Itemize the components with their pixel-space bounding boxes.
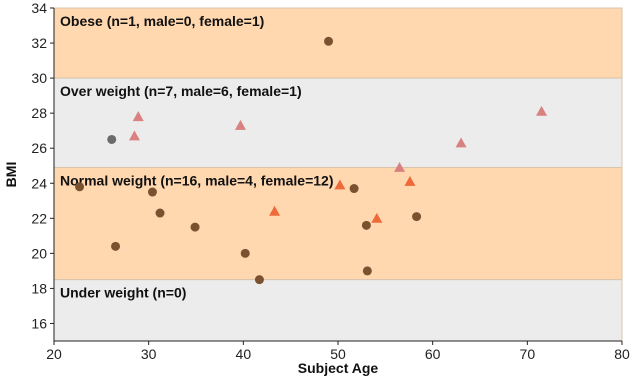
y-axis-title: BMI xyxy=(3,162,19,188)
data-point-circle xyxy=(362,266,372,276)
x-tick-label: 20 xyxy=(46,346,62,362)
data-point-circle xyxy=(107,134,117,144)
data-point-circle xyxy=(349,184,359,194)
x-tick-label: 30 xyxy=(141,346,157,362)
band-label: Under weight (n=0) xyxy=(60,285,186,301)
data-point-triangle xyxy=(334,179,346,190)
data-points xyxy=(75,36,548,285)
data-point-circle xyxy=(111,241,121,251)
data-point-triangle xyxy=(394,161,406,172)
data-point-triangle xyxy=(371,212,383,223)
data-point-circle xyxy=(155,208,165,218)
data-point-circle xyxy=(75,182,85,192)
x-tick-label: 40 xyxy=(236,346,252,362)
x-tick-label: 60 xyxy=(425,346,441,362)
bmi-band xyxy=(53,279,623,342)
y-tick-label: 30 xyxy=(31,70,47,86)
x-tick-label: 80 xyxy=(614,346,630,362)
data-point-circle xyxy=(324,36,334,46)
data-point-triangle xyxy=(269,205,281,216)
bmi-band xyxy=(53,7,623,79)
data-point-triangle xyxy=(234,119,246,130)
y-tick-label: 26 xyxy=(31,140,47,156)
y-tick-label: 24 xyxy=(31,175,47,191)
y-tick-label: 32 xyxy=(31,35,47,51)
data-point-circle xyxy=(147,187,157,197)
data-point-circle xyxy=(254,275,264,285)
data-point-circle xyxy=(190,222,200,232)
data-point-triangle xyxy=(132,111,144,122)
data-point-triangle xyxy=(536,105,548,116)
y-tick-label: 22 xyxy=(31,210,47,226)
bmi-bands: Obese (n=1, male=0, female=1) Over weight… xyxy=(53,7,623,342)
data-point-circle xyxy=(240,248,250,258)
y-tick-label: 20 xyxy=(31,245,47,261)
x-axis-title: Subject Age xyxy=(298,360,379,376)
x-tick-label: 50 xyxy=(330,346,346,362)
band-label: Obese (n=1, male=0, female=1) xyxy=(60,13,264,29)
y-tick-label: 18 xyxy=(31,280,47,296)
y-tick-label: 34 xyxy=(31,0,47,16)
x-tick-label: 70 xyxy=(520,346,536,362)
bmi-band xyxy=(53,77,623,168)
data-point-circle xyxy=(361,220,371,230)
data-point-triangle xyxy=(455,137,467,148)
y-tick-label: 16 xyxy=(31,315,47,331)
data-point-circle xyxy=(412,212,422,222)
band-label: Over weight (n=7, male=6, female=1) xyxy=(60,83,302,99)
y-tick-label: 28 xyxy=(31,105,47,121)
data-point-triangle xyxy=(404,176,416,186)
data-point-triangle xyxy=(128,130,140,141)
axes: 20 30 40 50 60 70 80 16 18 20 22 24 26 28 30 32 34 xyxy=(31,0,630,362)
band-label: Normal weight (n=16, male=4, female=12) xyxy=(60,172,334,188)
